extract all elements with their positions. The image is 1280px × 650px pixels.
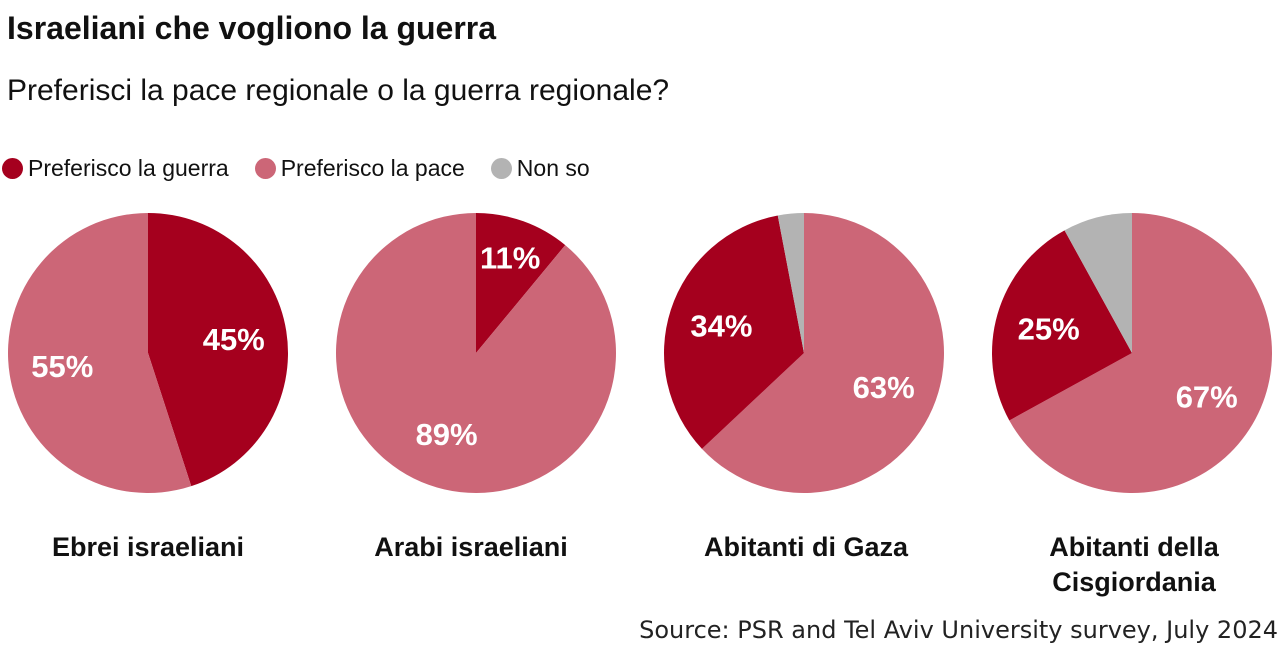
pie-slice-preferisco-la-pace [701, 213, 944, 493]
chart-subtitle: Preferisci la pace regionale o la guerra… [7, 74, 670, 107]
category-label: Abitanti di Gaza [703, 532, 909, 562]
legend-item-peace: Preferisco la pace [254, 154, 465, 182]
legend-item-war: Preferisco la guerra [2, 155, 229, 182]
data-label-preferisco-la-pace: 63% [853, 370, 915, 405]
legend-label-dontknow: Non so [516, 154, 590, 181]
data-label-preferisco-la-guerra: 11% [480, 241, 540, 276]
category-label: Ebrei israeliani [51, 532, 245, 562]
legend-swatch-peace [254, 157, 276, 179]
pie-slice-non-so [1064, 213, 1132, 353]
pie-abitanti-di-gaza: 63% 34% [663, 213, 944, 493]
data-label-preferisco-la-pace: 67% [1176, 380, 1238, 415]
pie-abitanti-della-cisgiordania: 67% 25% [992, 213, 1272, 493]
category-label: Arabi israeliani [374, 532, 568, 562]
pie-slice-preferisco-la-guerra [148, 213, 288, 487]
source-note: Source: PSR and Tel Aviv University surv… [639, 616, 1278, 644]
data-label-preferisco-la-guerra: 25% [1018, 311, 1080, 346]
pie-slice-preferisco-la-guerra [992, 230, 1132, 421]
pie-ebrei-israeliani: 45% 55% [7, 213, 288, 494]
pie-slice-preferisco-la-pace [336, 213, 616, 494]
data-label-preferisco-la-pace: 55% [31, 349, 93, 384]
pie-slice-preferisco-la-pace [1009, 213, 1272, 493]
pie-slice-preferisco-la-guerra [476, 213, 566, 353]
data-label-preferisco-la-guerra: 34% [690, 309, 752, 344]
pie-slice-preferisco-la-pace [7, 213, 192, 494]
pie-arabi-israeliani: 11% 89% [336, 213, 616, 494]
legend-label-war: Preferisco la guerra [28, 154, 229, 181]
legend-label-peace: Preferisco la pace [280, 154, 465, 181]
data-label-preferisco-la-guerra: 45% [203, 322, 265, 357]
legend-swatch-war [2, 157, 23, 179]
pie-slice-non-so [777, 213, 804, 353]
category-label: Abitanti della Cisgiordania [1049, 532, 1219, 597]
legend-item-dontknow: Non so [490, 154, 590, 182]
legend-swatch-dontknow [490, 157, 512, 179]
legend: Preferisco la guerra Preferisco la pace … [2, 153, 616, 183]
chart-title: Israeliani che vogliono la guerra [7, 10, 497, 46]
pie-slice-preferisco-la-guerra [663, 215, 804, 449]
data-label-preferisco-la-pace: 89% [416, 417, 478, 452]
